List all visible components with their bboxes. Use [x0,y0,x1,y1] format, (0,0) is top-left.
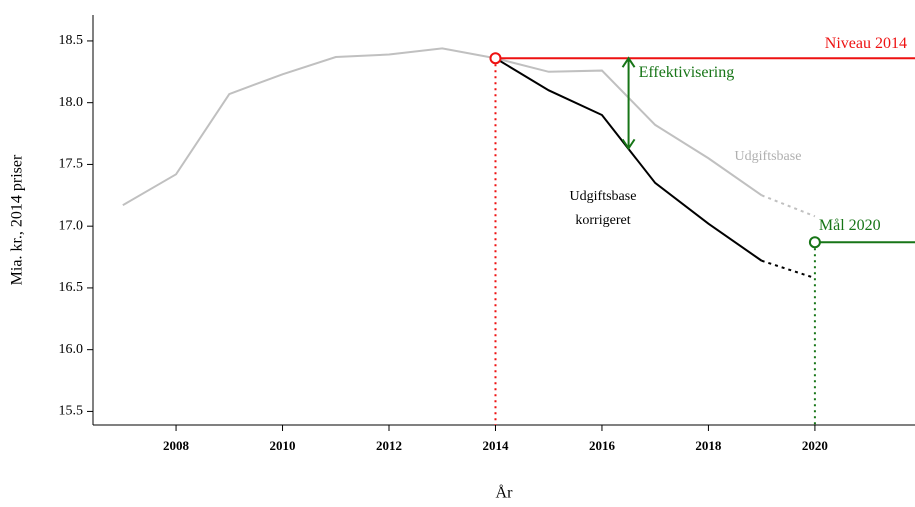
reference-point [808,236,821,249]
y-tick-label: 18.5 [59,33,84,48]
series-line [122,47,763,207]
x-tick-label: 2018 [695,438,722,453]
x-tick-label: 2014 [482,438,509,453]
y-tick-label: 18.0 [59,95,84,110]
y-tick-label: 17.5 [59,157,84,172]
y-axis-title: Mia. kr., 2014 priser [9,154,26,285]
arrow-head [621,138,636,151]
series-label: Udgiftsbase korrigeret [569,189,637,228]
y-tick-label: 16.5 [59,280,84,295]
x-tick-label: 2016 [589,438,616,453]
x-tick-label: 2020 [802,438,828,453]
arrow-label: Effektivisering [639,64,735,81]
series-projection [761,194,816,218]
reference-label: Niveau 2014 [825,35,907,52]
y-tick-label: 15.5 [59,404,84,419]
y-tick-label: 17.0 [59,218,84,233]
x-tick-label: 2012 [376,438,402,453]
x-axis-title: År [496,484,514,502]
x-tick-label: 2008 [163,438,190,453]
x-tick-label: 2010 [270,438,296,453]
reference-point [489,52,502,65]
series-label: Udgiftsbase [734,149,802,164]
reference-label: Mål 2020 [819,217,881,234]
y-tick-label: 16.0 [59,342,84,357]
series-projection [761,259,816,279]
arrow-head [621,56,636,68]
